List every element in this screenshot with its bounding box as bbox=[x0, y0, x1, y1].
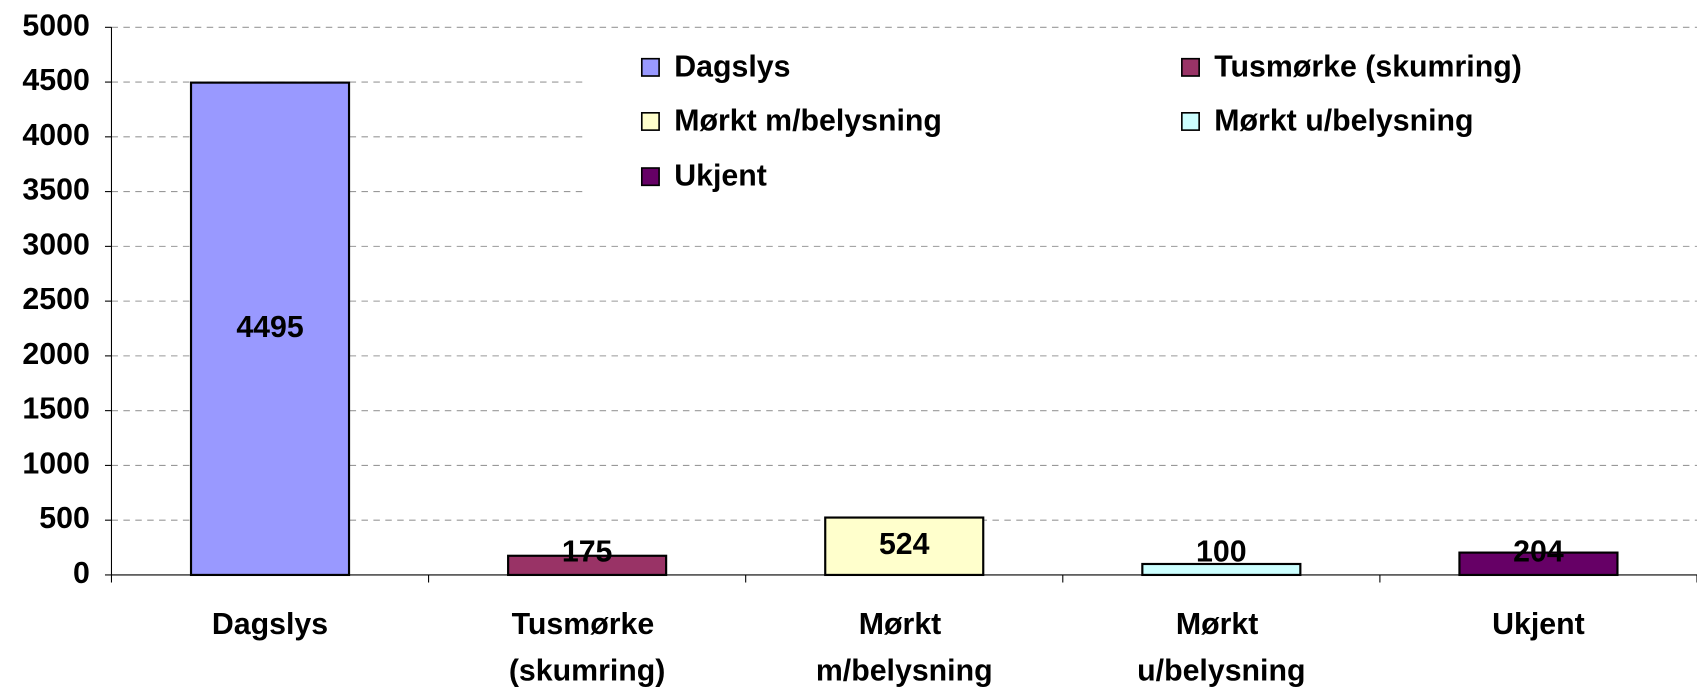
y-tick-label: 1000 bbox=[22, 447, 89, 480]
label-line: Mørkt bbox=[1176, 608, 1267, 641]
value-label: 100 bbox=[1196, 535, 1247, 568]
legend-swatch bbox=[1181, 57, 1200, 77]
y-tick-label: 5000 bbox=[22, 9, 89, 42]
legend-swatch bbox=[640, 57, 660, 77]
label-line: Mørkt bbox=[859, 608, 950, 641]
label-line: Tusmørke bbox=[512, 608, 663, 641]
bar bbox=[189, 81, 351, 577]
x-tick-label: Mørkt m/belysning bbox=[816, 608, 993, 688]
y-tick-label: 1500 bbox=[22, 393, 89, 426]
value-label: 4495 bbox=[236, 311, 303, 344]
label-line: u/belysning bbox=[1137, 654, 1305, 687]
legend-label: Tusmørke (skumring) bbox=[1214, 50, 1522, 83]
x-tick-label: Ukjent bbox=[1492, 608, 1585, 641]
legend-label: Ukjent bbox=[674, 160, 767, 193]
x-tick-label: Tusmørke (skumring) bbox=[509, 608, 666, 688]
x-tick-label: Mørkt u/belysning bbox=[1137, 608, 1305, 688]
legend-label: Mørkt m/belysning bbox=[674, 105, 942, 138]
label-line: Dagslys bbox=[212, 608, 328, 641]
y-tick-label: 0 bbox=[73, 557, 90, 590]
value-label: 175 bbox=[562, 535, 613, 568]
value-label: 204 bbox=[1513, 535, 1564, 568]
legend-box bbox=[584, 38, 1697, 206]
x-tick-label: Dagslys bbox=[212, 608, 328, 641]
legend-label: Dagslys bbox=[674, 50, 790, 83]
bar bbox=[1141, 562, 1302, 577]
label-line: m/belysning bbox=[816, 654, 993, 687]
y-tick-label: 4500 bbox=[22, 64, 89, 97]
bar bbox=[507, 554, 668, 577]
y-tick-label: 500 bbox=[39, 502, 90, 535]
value-label: 524 bbox=[879, 528, 930, 561]
y-tick-label: 4000 bbox=[22, 119, 89, 152]
legend-swatch bbox=[1181, 112, 1200, 131]
legend-swatch bbox=[640, 167, 660, 187]
bar bbox=[1458, 551, 1619, 577]
bar bbox=[824, 516, 985, 577]
legend-label: Mørkt u/belysning bbox=[1214, 105, 1473, 138]
y-tick-label: 2500 bbox=[22, 283, 89, 316]
y-tick-label: 2000 bbox=[22, 338, 89, 371]
label-line: (skumring) bbox=[509, 654, 666, 687]
y-tick-label: 3500 bbox=[22, 174, 89, 207]
legend-swatch bbox=[640, 112, 660, 131]
label-line: Ukjent bbox=[1492, 608, 1585, 641]
y-tick-label: 3000 bbox=[22, 228, 89, 261]
